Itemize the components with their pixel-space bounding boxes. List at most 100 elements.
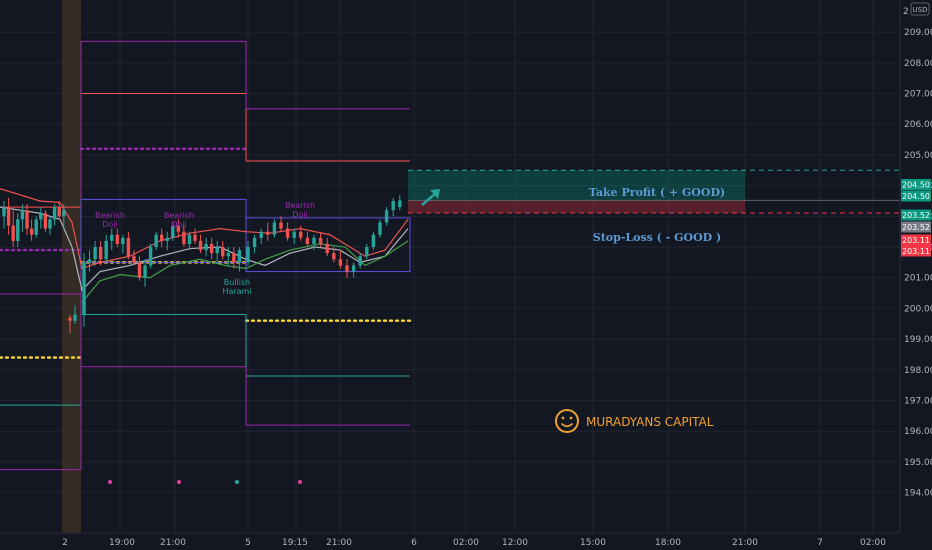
time-axis[interactable]: 2 19:00 21:00 5 19:15 21:00 6 02:00 12:00 15:00 18…	[0, 532, 932, 550]
candle-body[interactable]	[232, 253, 236, 263]
candle-body[interactable]	[358, 256, 362, 266]
price-tag	[901, 221, 931, 233]
candle-body[interactable]	[378, 222, 382, 235]
candle-body[interactable]	[115, 234, 119, 244]
candle-body[interactable]	[187, 234, 192, 244]
candle-body[interactable]	[226, 253, 230, 257]
price-tick-label: 199.00	[904, 335, 932, 345]
position-tool[interactable]: Take Profit ( + GOOD) Stop-Loss ( - GOOD …	[408, 169, 900, 244]
candle-body[interactable]	[338, 259, 343, 266]
candle-body[interactable]	[279, 222, 283, 229]
candle-body[interactable]	[221, 247, 225, 257]
time-tick-label: 19:15	[282, 538, 308, 548]
candle-body[interactable]	[126, 237, 131, 257]
candle-body[interactable]	[98, 247, 103, 260]
time-tick-label: 19:00	[109, 538, 135, 548]
candle-body[interactable]	[2, 207, 6, 217]
candle-body[interactable]	[104, 240, 108, 260]
candle-body[interactable]	[165, 237, 169, 241]
candle-body[interactable]	[48, 219, 52, 229]
candle-body[interactable]	[73, 314, 77, 321]
candle-body[interactable]	[345, 265, 349, 272]
stop-loss-zone[interactable]	[408, 200, 745, 213]
candle-body[interactable]	[43, 213, 48, 229]
time-tick-label: 02:00	[860, 538, 886, 548]
candle-body[interactable]	[68, 317, 72, 321]
candle-body[interactable]	[143, 265, 147, 278]
candle-body[interactable]	[62, 210, 66, 217]
candle-body[interactable]	[305, 237, 310, 244]
candle-body[interactable]	[82, 262, 86, 315]
candle-body[interactable]	[325, 243, 329, 254]
candle-body[interactable]	[182, 231, 186, 244]
candle-body[interactable]	[93, 247, 97, 260]
candle-body[interactable]	[121, 237, 125, 244]
candle-body[interactable]	[318, 237, 323, 244]
smiley-icon	[555, 409, 579, 433]
candle-body[interactable]	[246, 247, 250, 263]
time-tick-label: 12:00	[502, 538, 528, 548]
take-profit-zone[interactable]	[408, 170, 745, 201]
watermark: MURADYANS CAPITAL	[555, 409, 714, 433]
candle-body[interactable]	[398, 200, 402, 208]
candle-body[interactable]	[384, 210, 389, 223]
candle-body[interactable]	[29, 228, 34, 235]
candle-body[interactable]	[351, 265, 356, 272]
candle-body[interactable]	[266, 231, 270, 235]
pattern-label: Bearish	[285, 201, 315, 210]
price-tick-label: 209.00	[904, 28, 932, 38]
candle-body[interactable]	[11, 225, 15, 241]
candle-body[interactable]	[57, 207, 61, 217]
currency-badge[interactable]	[910, 2, 930, 16]
session-highlight	[62, 0, 81, 533]
pattern-label: Harami	[222, 287, 251, 296]
pattern-label: Bearish	[95, 211, 125, 220]
candle-body[interactable]	[148, 247, 153, 266]
candle-body[interactable]	[52, 207, 57, 220]
candle-body[interactable]	[272, 222, 277, 235]
candle-body[interactable]	[332, 253, 336, 260]
price-tag	[901, 234, 931, 246]
candle-body[interactable]	[204, 243, 208, 251]
price-tag-label: 203.52	[902, 211, 930, 220]
price-tick-label: 201.00	[904, 274, 932, 284]
candle-body[interactable]	[252, 237, 257, 248]
candle-body[interactable]	[285, 228, 290, 238]
candle-body[interactable]	[132, 256, 136, 263]
candle-body[interactable]	[137, 262, 142, 278]
candle-body[interactable]	[259, 231, 263, 238]
candle-body[interactable]	[371, 234, 376, 248]
candle-body[interactable]	[365, 247, 369, 257]
pattern-label: Doji	[292, 210, 308, 219]
candle-body[interactable]	[25, 210, 29, 229]
candle-body[interactable]	[391, 200, 395, 211]
time-axis-bg	[0, 533, 932, 550]
candle-body[interactable]	[160, 234, 164, 241]
candle-body[interactable]	[292, 231, 296, 238]
candle-body[interactable]	[176, 225, 181, 232]
candle-body[interactable]	[154, 234, 158, 248]
candle-body[interactable]	[110, 234, 114, 241]
candle-body[interactable]	[299, 231, 303, 238]
candle-body[interactable]	[39, 213, 43, 220]
candle-body[interactable]	[20, 210, 25, 220]
candle-body[interactable]	[209, 243, 214, 254]
candle-body[interactable]	[237, 250, 242, 263]
candle-body[interactable]	[193, 234, 197, 241]
candles[interactable]	[2, 194, 402, 333]
arrow-head-icon	[430, 189, 440, 199]
candle-body[interactable]	[215, 247, 219, 254]
candle-body[interactable]	[198, 240, 203, 251]
price-tick-label: 196.00	[904, 427, 932, 437]
price-tag-label: 203.11	[902, 247, 930, 256]
candle-body[interactable]	[171, 225, 175, 238]
candle-body[interactable]	[34, 219, 38, 235]
candle-body[interactable]	[312, 237, 316, 244]
candle-body[interactable]	[6, 207, 11, 226]
price-tag	[901, 209, 931, 221]
price-tag	[901, 245, 931, 257]
candle-body[interactable]	[16, 219, 20, 241]
candle-body[interactable]	[87, 259, 92, 263]
price-axis[interactable]: 2 USD 194.00 195.00 196.00 197.00 198.00 199.00…	[899, 0, 932, 550]
